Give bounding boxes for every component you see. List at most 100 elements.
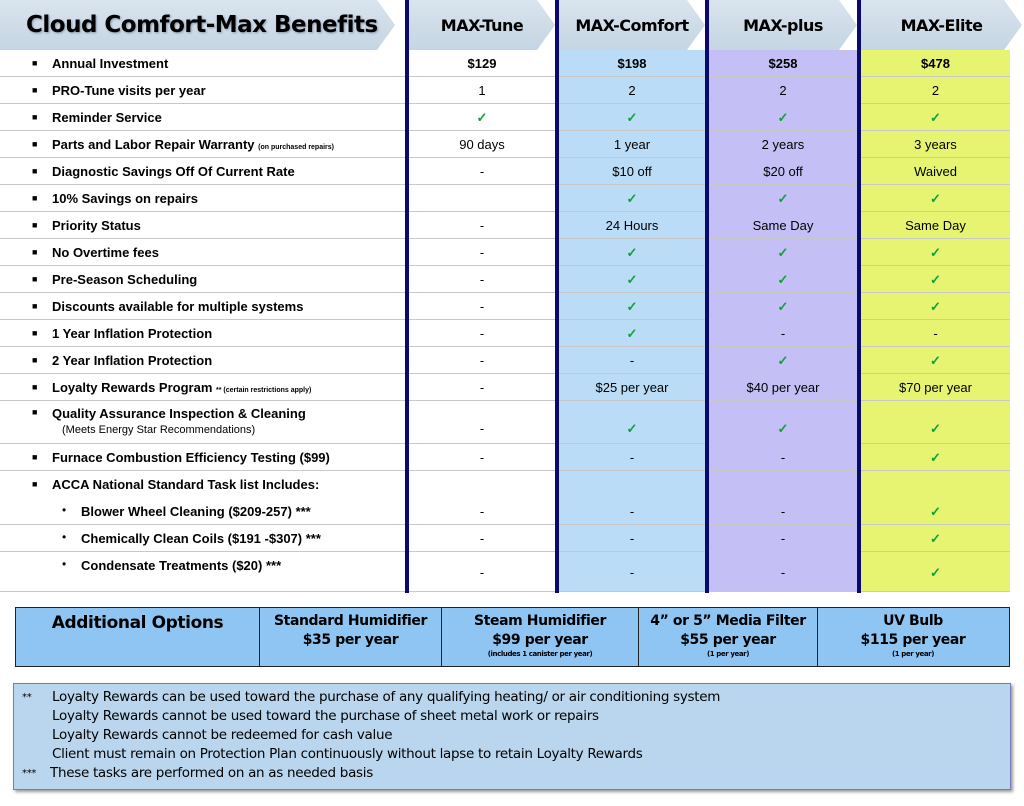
additional-options: Additional Options Standard Humidifier $3…	[15, 607, 1010, 667]
cell-value: -	[933, 326, 938, 341]
row-label: ACCA National Standard Task list Include…	[52, 477, 319, 492]
option-note: (1 per year)	[706, 650, 750, 658]
cell-value: 1 year	[613, 137, 651, 152]
check-icon: ✓	[626, 421, 638, 436]
table-row: • Blower Wheel Cleaning ($209-257) *** - - -…	[0, 498, 1010, 525]
check-icon: ✓	[930, 191, 941, 206]
check-icon: ✓	[777, 421, 789, 436]
row-label-text: 10% Savings on repairs	[52, 191, 198, 206]
option-name: UV Bulb	[883, 613, 943, 629]
row-label: Quality Assurance Inspection & Cleaning (…	[52, 406, 306, 436]
check-icon: ✓	[777, 191, 789, 206]
options-heading: Additional Options	[51, 613, 224, 633]
cell-value: $40 per year	[746, 380, 820, 395]
bullet-icon: ■	[32, 355, 38, 365]
cell-value: 24 Hours	[605, 218, 659, 233]
row-label-text: Condensate Treatments ($20) ***	[81, 558, 282, 573]
option-price: $115 per year	[860, 632, 966, 648]
check-icon: ✓	[930, 272, 941, 287]
option-price: $55 per year	[680, 632, 776, 648]
bullet-icon: ■	[32, 301, 38, 311]
plan-header: MAX-Comfort	[559, 0, 705, 50]
row-label-text: Chemically Clean Coils ($191 -$307) ***	[81, 531, 321, 546]
table-row: ■ Annual Investment $129 $198 $258 $478	[0, 50, 1010, 77]
column-divider	[405, 0, 409, 593]
row-label: Furnace Combustion Efficiency Testing ($…	[52, 450, 330, 465]
row-note: ** (certain restrictions apply)	[216, 387, 312, 394]
cell-value: $10 off	[612, 164, 652, 179]
table-row: ■ Furnace Combustion Efficiency Testing (…	[0, 444, 1010, 471]
check-icon: ✓	[930, 531, 941, 546]
bullet-icon: •	[62, 557, 67, 571]
row-label-text: Quality Assurance Inspection & Cleaning	[52, 406, 306, 421]
option-price: $99 per year	[492, 632, 588, 648]
row-label: Annual Investment	[52, 56, 168, 71]
table-row: • Chemically Clean Coils ($191 -$307) ***…	[0, 525, 1010, 552]
cell-value: -	[629, 531, 635, 546]
option-note: (1 per year)	[891, 650, 935, 658]
cell-value: -	[780, 531, 786, 546]
table-row: ■ Diagnostic Savings Off Of Current Rate -…	[0, 158, 1010, 185]
cell-value: -	[479, 380, 485, 395]
row-label: 10% Savings on repairs	[52, 191, 198, 206]
bullet-icon: ■	[32, 58, 38, 68]
cell-value: Same Day	[905, 218, 966, 233]
cell-value: -	[479, 218, 485, 233]
cell-value: 2 years	[761, 137, 805, 152]
row-label: Reminder Service	[52, 110, 162, 125]
check-icon: ✓	[930, 421, 941, 436]
bullet-icon: ■	[32, 85, 38, 95]
row-label: Blower Wheel Cleaning ($209-257) ***	[81, 504, 311, 519]
cell-value: $198	[617, 56, 647, 71]
check-icon: ✓	[930, 504, 941, 519]
cell-value: -	[780, 565, 786, 580]
table-row: ■ Discounts available for multiple system…	[0, 293, 1010, 320]
bullet-icon: ■	[32, 328, 38, 338]
row-label: Condensate Treatments ($20) ***	[81, 558, 281, 573]
cell-value: -	[780, 326, 786, 341]
cell-value: -	[479, 565, 485, 580]
option-uv-bulb: UV Bulb $115 per year (1 per year)	[817, 608, 1008, 666]
cell-value: 1	[478, 83, 486, 98]
row-label: Chemically Clean Coils ($191 -$307) ***	[81, 531, 321, 546]
table-row: • Condensate Treatments ($20) *** - - - ✓	[0, 552, 1010, 592]
bullet-icon: ■	[32, 166, 38, 176]
row-label-text: Pre-Season Scheduling	[52, 272, 198, 287]
table-row: ■ 10% Savings on repairs ✓ ✓ ✓	[0, 185, 1010, 212]
bullet-icon: ■	[32, 220, 38, 230]
check-icon: ✓	[777, 299, 789, 314]
cell-value: -	[479, 272, 485, 287]
row-sublabel: (Meets Energy Star Recommendations)	[62, 424, 256, 436]
row-label: Pre-Season Scheduling	[52, 272, 197, 287]
cell-value: -	[629, 504, 635, 519]
footnote-line: Loyalty Rewards cannot be used toward th…	[52, 708, 599, 724]
cell-value: -	[629, 353, 635, 368]
check-icon: ✓	[626, 326, 638, 341]
table-row: ■ Loyalty Rewards Program ** (certain res…	[0, 374, 1010, 401]
check-icon: ✓	[626, 272, 638, 287]
column-divider	[705, 0, 709, 593]
row-label-text: PRO-Tune visits per year	[52, 83, 206, 98]
cell-value: -	[479, 450, 485, 465]
column-divider	[555, 0, 559, 593]
bullet-icon: ■	[32, 193, 38, 203]
option-price: $35 per year	[302, 632, 399, 648]
cell-value: 2	[779, 83, 787, 98]
check-icon: ✓	[626, 191, 638, 206]
cell-value: $129	[467, 56, 497, 71]
row-label-text: Blower Wheel Cleaning ($209-257) ***	[81, 504, 311, 519]
table-row: ■ Reminder Service ✓ ✓ ✓ ✓	[0, 104, 1010, 131]
bullet-icon: ■	[32, 452, 38, 462]
table-row: ■ 2 Year Inflation Protection - - ✓ ✓	[0, 347, 1010, 374]
row-label-text: 2 Year Inflation Protection	[52, 353, 213, 368]
bullet-icon: ■	[32, 139, 38, 149]
check-icon: ✓	[777, 353, 789, 368]
row-label: 1 Year Inflation Protection	[52, 326, 212, 341]
row-label-text: Reminder Service	[52, 110, 162, 125]
table-row: ■ Priority Status - 24 Hours Same Day Same Da…	[0, 212, 1010, 239]
footnote-line: Client must remain on Protection Plan co…	[52, 746, 643, 762]
footnote-marker: ***	[22, 768, 37, 779]
check-icon: ✓	[930, 450, 941, 465]
column-divider	[857, 0, 861, 593]
footnote-marker: **	[22, 692, 32, 703]
